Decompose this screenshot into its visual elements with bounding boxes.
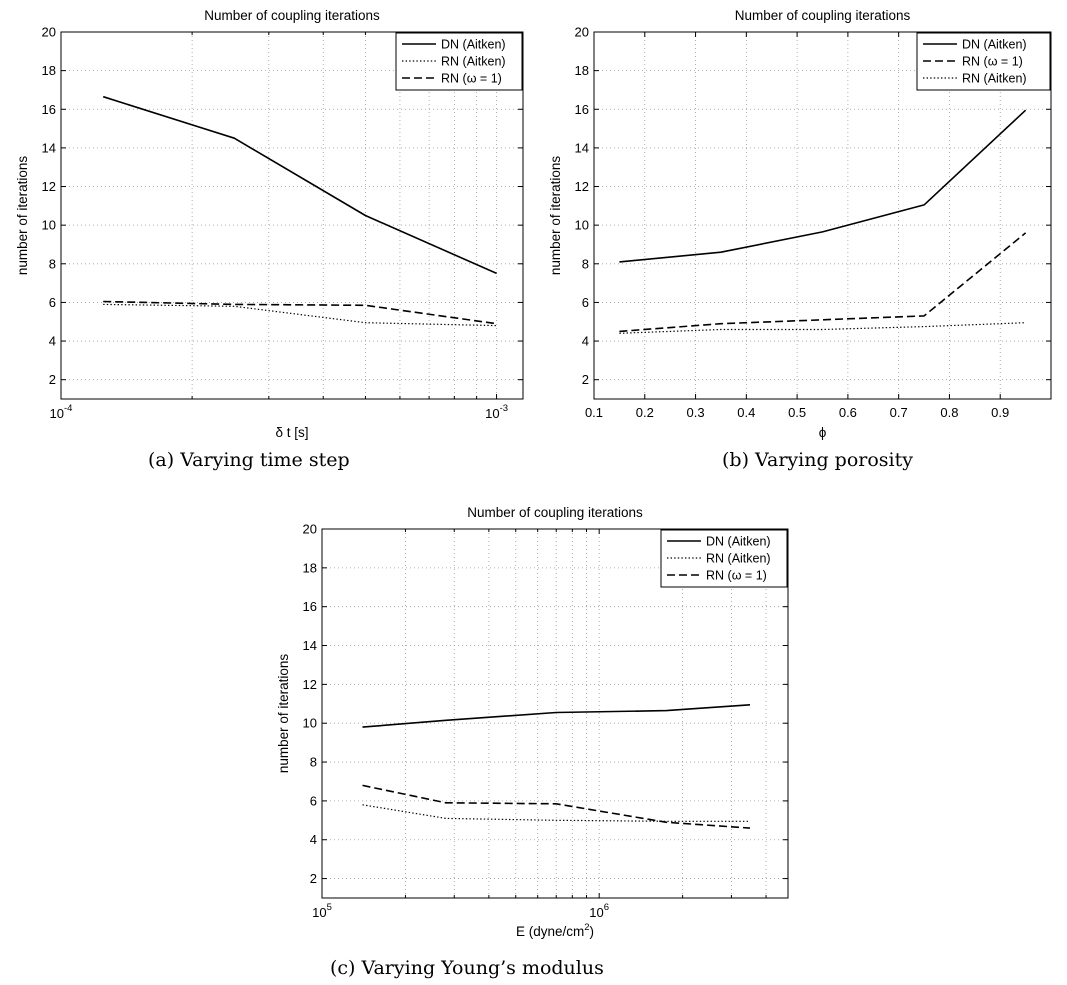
chart-a-series-dotted-line [103,303,497,327]
chart-c-y-tick-label: 14 [303,638,317,653]
chart-c-series-solid-line [362,704,751,728]
chart-c-x-axis-label: E (dyne/cm2) [516,922,594,939]
chart-a-x-tick-exponent: -3 [500,403,508,414]
chart-b-y-tick-label: 4 [582,334,589,349]
caption-a: (a) Varying time step [148,449,350,471]
chart-b-y-tick-label: 6 [582,295,589,310]
chart-c-series-dashed-line [362,784,751,829]
chart-b-x-tick-label: 0.4 [737,405,755,420]
chart-c-y-tick-label: 12 [303,677,317,692]
chart-a-y-tick-label: 4 [49,334,56,349]
chart-b-x-tick-label: 0.5 [788,405,806,420]
chart-b-y-tick-label: 16 [575,102,589,117]
chart-a-y-tick-label: 12 [42,179,56,194]
chart-c-y-tick-label: 6 [310,793,317,808]
chart-c-legend-label: RN (ω = 1) [706,569,767,583]
chart-a-x-axis-label: δ t [s] [275,425,308,440]
chart-b-legend-label: RN (ω = 1) [962,55,1023,69]
chart-a-y-tick-label: 18 [42,63,56,78]
chart-b-axes-box [593,31,1052,400]
caption-b: (b) Varying porosity [722,449,913,471]
chart-a-legend-label: RN (Aitken) [441,55,506,69]
chart-a-legend-label: RN (ω = 1) [441,72,502,86]
chart-c-x-axis-label-superscript: 2 [584,922,589,933]
chart-b-title: Number of coupling iterations [735,8,911,23]
chart-c-x-tick-exponent: 6 [604,902,609,913]
chart-b-y-tick-label: 8 [582,256,589,271]
chart-a-y-tick-label: 8 [49,256,56,271]
chart-b-x-tick-label: 0.9 [991,405,1009,420]
chart-c-x-tick-label: 106 [589,902,609,920]
chart-b-x-tick-label: 0.3 [687,405,705,420]
chart-b-x-tick-label: 0.2 [636,405,654,420]
chart-a-title: Number of coupling iterations [204,8,380,23]
chart-b-series-solid-line [619,109,1027,263]
chart-c-legend-label: DN (Aitken) [706,535,771,549]
chart-c-x-axis-label-end: ) [590,924,595,939]
chart-c-y-tick-label: 10 [303,716,317,731]
chart-c-axes-box [321,528,789,899]
chart-a-y-tick-label: 10 [42,218,56,233]
chart-a-x-tick-label: 10-4 [50,403,73,421]
chart-c-y-tick-label: 8 [310,755,317,770]
chart-b-y-tick-label: 14 [575,140,589,155]
chart-b-x-tick-label: 0.6 [839,405,857,420]
chart-a-y-tick-label: 6 [49,295,56,310]
chart-a-x-tick-label: 10-3 [485,403,508,421]
chart-a-x-tick-base: 10 [485,406,499,421]
chart-panel-b: 2 4 6 8 10 12 14 16 18 20 0.1 0.2 0.3 0.4 0.5 0.6 0.7 0.8… [548,0,1067,492]
chart-a-axes-box [60,31,524,400]
chart-panel-c: 2 4 6 8 10 12 14 16 18 20 105 106 Number of coupling… [270,505,810,985]
chart-b-y-tick-label: 20 [575,25,589,40]
chart-c-x-tick-label: 105 [312,902,332,920]
chart-c-y-tick-label: 4 [310,832,317,847]
chart-a-y-axis-label: number of iterations [15,156,30,276]
chart-b-series-dashed-line [619,232,1027,333]
chart-a-y-tick-label: 16 [42,102,56,117]
chart-b-svg: 2 4 6 8 10 12 14 16 18 20 0.1 0.2 0.3 0.4 0.5 0.6 0.7 0.8… [548,8,1052,440]
chart-c-y-tick-label: 16 [303,599,317,614]
chart-b-series-dotted-line [619,322,1026,334]
chart-b-y-tick-label: 2 [582,372,589,387]
chart-c-y-axis-label: number of iterations [276,654,291,774]
chart-b-y-tick-label: 18 [575,63,589,78]
chart-b-y-tick-label: 10 [575,218,589,233]
chart-a-y-tick-label: 20 [42,25,56,40]
chart-a-x-tick-exponent: -4 [64,403,72,414]
chart-c-title: Number of coupling iterations [467,505,643,520]
chart-b-x-tick-label: 0.7 [890,405,908,420]
chart-b-y-tick-label: 12 [575,179,589,194]
chart-c-y-tick-label: 20 [303,522,317,537]
chart-b-x-tick-label: 0.1 [585,405,603,420]
chart-a-series-solid-line [102,95,497,275]
chart-b-x-axis-label: ϕ [819,425,827,440]
chart-b-legend-label: DN (Aitken) [962,38,1027,52]
chart-b-y-axis-label: number of iterations [548,156,563,276]
chart-a-legend-label: DN (Aitken) [441,38,506,52]
chart-b-legend-label: RN (Aitken) [962,72,1027,86]
chart-c-y-tick-label: 18 [303,560,317,575]
chart-b-x-tick-label: 0.8 [940,405,958,420]
chart-c-legend-label: RN (Aitken) [706,552,771,566]
chart-c-x-tick-base: 10 [589,905,603,920]
chart-a-x-tick-base: 10 [50,406,64,421]
chart-c-x-tick-exponent: 5 [327,902,332,913]
chart-a-series-dashed-line [103,300,497,325]
chart-c-series-dotted-line [362,804,750,822]
chart-c-x-tick-base: 10 [312,905,326,920]
caption-c: (c) Varying Young’s modulus [330,957,604,979]
chart-a-y-tick-label: 14 [42,140,56,155]
chart-c-y-tick-label: 2 [310,871,317,886]
chart-a-y-tick-label: 2 [49,372,56,387]
chart-panel-a: 2 4 6 8 10 12 14 16 18 20 10-4 10-3 Number of coupli… [0,0,540,492]
